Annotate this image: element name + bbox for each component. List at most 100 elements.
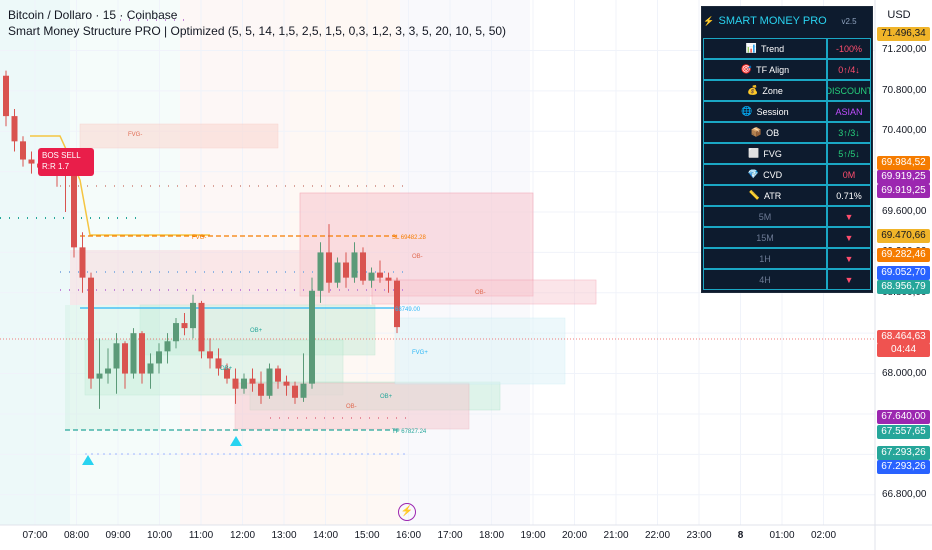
panel-value-cell: 3↑/3↓ [827,122,871,143]
panel-row: 💰 Zone DISCOUNT [703,80,871,101]
time-label: 18:00 [478,530,505,541]
candle-body [343,262,349,278]
panel-version-cell: v2.5 [827,9,871,33]
panel-row: 📦 OB 3↑/3↓ [703,122,871,143]
time-label: 09:00 [105,530,131,541]
row-icon: 📏 [748,190,760,200]
panel-value-cell: ASIAN [827,101,871,122]
candle-body [394,280,400,328]
candle-body [130,333,137,374]
price-label: 67.293,26 [877,460,930,474]
candle-body [79,247,86,278]
panel-row: 📏 ATR 0.71% [703,185,871,206]
row-icon: 🎯 [740,64,753,74]
tf-value-cell-text: ▼ [844,274,854,285]
candle-body [181,323,188,329]
candle-body [147,363,154,374]
time-label: 12:00 [229,530,256,541]
candle-body [241,378,247,389]
panel-value-cell: DISCOUNT [827,80,871,101]
candle-body [266,368,273,396]
candle-body [207,351,213,359]
candle-body [96,373,103,379]
ob-bear-zone [371,279,597,305]
panel-value-cell-text: 0.71% [836,190,862,201]
price-label: 69.919,25 [877,170,930,184]
price-label: 67.293,26 [877,446,930,460]
candle-body [3,75,9,117]
tp-label: TP 67827.24 [392,429,427,435]
panel-label-cell: 💰 Zone [703,80,827,101]
bos-sell-badge: BOS SELL R:R 1.7 [38,148,94,176]
time-label: 13:00 [271,530,297,541]
panel-row: 🎯 TF Align 0↑/4↓ [703,59,871,80]
candle-body [258,383,264,396]
tf-label-cell: 5M [703,206,827,227]
sl-label: SL 69482.28 [392,235,426,241]
price-label: 68.464,63 [877,330,930,344]
time-label: 02:00 [810,530,837,541]
price-label: 71.496,34 [877,27,930,41]
lightning-icon[interactable]: ⚡ [398,503,416,521]
panel-row: 4H ▼ [703,269,871,290]
time-label: 23:00 [686,530,712,541]
price-label: 69.282,46 [877,248,930,262]
ob-label: OB+ [250,328,263,334]
price-label: 69.919,25 [877,184,930,198]
tf-label-cell: 4H [703,269,827,290]
ob-bear-zone [234,382,470,430]
price-tick-label: 70.800,00 [882,84,927,96]
panel-title: SMART MONEY PRO [718,15,827,27]
panel-header: ⚡ SMART MONEY PRO v2.5 [703,9,871,33]
panel-value-cell: 0.71% [827,185,871,206]
time-label: 07:00 [22,530,48,541]
panel-label-cell: 💎 CVD [703,164,827,185]
candle-body [309,290,315,384]
panel-value-cell-text: 0↑/4↓ [838,64,860,75]
price-label: 04:44 [877,343,930,357]
time-label: 16:00 [395,530,422,541]
panel-label-cell: 📏 ATR [703,185,827,206]
bull-signal-triangle [82,455,94,465]
panel-row: 📊 Trend -100% [703,38,871,59]
indicator-title[interactable]: Smart Money Structure PRO | Optimized (5… [8,24,507,38]
bos-label: BOS SELL [42,151,81,160]
time-label: 20:00 [561,530,588,541]
rr-label: R:R 1.7 [42,162,70,171]
candle-body [11,116,18,142]
time-label: 21:00 [603,530,629,541]
fvg-label: FVG+ [412,350,428,356]
tf-value-cell-text: ▼ [844,232,854,243]
panel-label-cell-text: CVD [763,169,783,180]
candle-body [334,262,341,283]
price-label: 69.052,70 [877,266,930,280]
tf-label-cell: 1H [703,248,827,269]
bull-signal-triangle [230,436,242,446]
panel-row: 15M ▼ [703,227,871,248]
panel-label-cell-text: Trend [761,43,785,54]
candle-body [105,368,111,374]
candle-body [28,159,35,164]
entry-label: 68749.00 [395,307,421,313]
lightning-icon: ⚡ [703,15,715,26]
panel-row: 5M ▼ [703,206,871,227]
panel-row: 1H ▼ [703,248,871,269]
panel-label-cell: ⬜ FVG [703,143,827,164]
candle-body [283,381,290,386]
candle-body [300,383,307,398]
ob-bull-zone [139,304,376,356]
panel-value-cell-text: 0M [842,169,856,180]
currency-selector[interactable]: USD [887,9,911,21]
panel-label-cell: 🎯 TF Align [703,59,827,80]
time-label: 08:00 [63,530,90,541]
panel-row: 💎 CVD 0M [703,164,871,185]
candle-body [292,385,298,398]
tf-value-cell-text: ▼ [844,211,854,222]
time-label: 14:00 [312,530,339,541]
candle-body [232,378,239,389]
symbol-title[interactable]: Bitcoin / Dollaro · 15 · Coinbase [8,8,178,22]
panel-label-cell-text: FVG [763,148,782,159]
tf-value-cell: ▼ [827,269,871,290]
ob-bear-zone [70,250,370,305]
